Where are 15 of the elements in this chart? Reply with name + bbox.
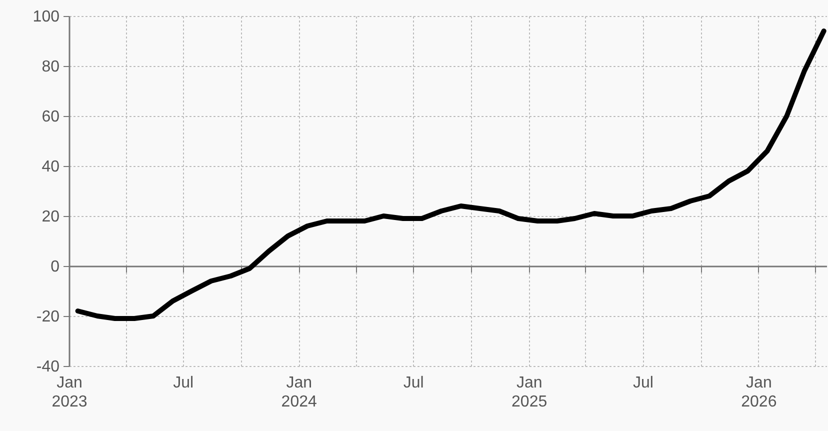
x-tick-label: Jul [403,374,424,392]
y-tick-label: 20 [42,208,60,226]
x-tick-label: Jan 2024 [281,374,317,410]
y-tick-label: 0 [50,258,60,276]
y-tick-label: 60 [42,108,60,126]
y-tick-label: 40 [42,158,60,176]
x-tick-label: Jan 2025 [512,374,548,410]
y-tick-label: -20 [36,308,60,326]
x-tick-label: Jan 2026 [741,374,777,410]
y-tick-label: 100 [32,8,60,26]
y-tick-label: 80 [42,58,60,76]
x-tick-label: Jul [632,374,654,392]
x-tick-label: Jan 2023 [52,374,88,410]
x-tick-label: Jul [173,374,194,392]
y-tick-label: -40 [36,358,60,376]
